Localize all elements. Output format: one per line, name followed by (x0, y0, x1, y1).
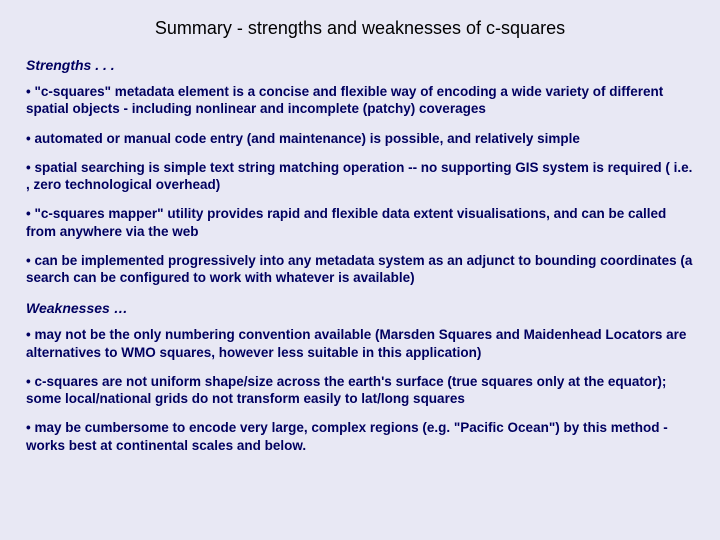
weakness-bullet: • may be cumbersome to encode very large… (26, 419, 694, 454)
strength-bullet: • "c-squares" metadata element is a conc… (26, 83, 694, 118)
strength-bullet: • can be implemented progressively into … (26, 252, 694, 287)
weakness-bullet: • c-squares are not uniform shape/size a… (26, 373, 694, 408)
strength-bullet: • "c-squares mapper" utility provides ra… (26, 205, 694, 240)
weakness-bullet: • may not be the only numbering conventi… (26, 326, 694, 361)
strength-bullet: • spatial searching is simple text strin… (26, 159, 694, 194)
weaknesses-heading: Weaknesses … (26, 300, 694, 316)
strengths-heading: Strengths . . . (26, 57, 694, 73)
strength-bullet: • automated or manual code entry (and ma… (26, 130, 694, 147)
slide-title: Summary - strengths and weaknesses of c-… (26, 18, 694, 39)
